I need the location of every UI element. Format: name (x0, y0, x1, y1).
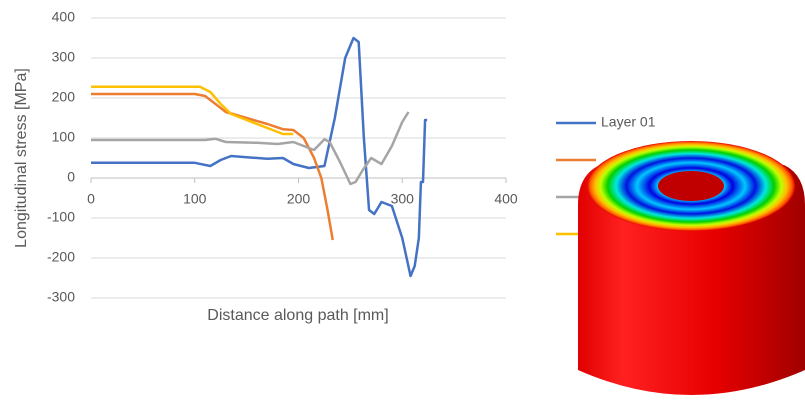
x-axis-label: Distance along path [mm] (207, 307, 388, 324)
y-axis-label: Longitudinal stress [MPa] (13, 68, 30, 248)
y-tick-label: -200 (47, 249, 75, 265)
y-tick-label: 0 (67, 169, 75, 185)
x-tick-label: 0 (87, 191, 95, 207)
y-tick-label: -100 (47, 209, 75, 225)
x-tick-label: 200 (287, 191, 311, 207)
cylinder-hole (658, 171, 724, 201)
series-line (91, 38, 427, 276)
x-tick-label: 100 (183, 191, 207, 207)
y-tick-label: 200 (52, 89, 76, 105)
y-tick-label: 100 (52, 129, 76, 145)
cylinder-render (578, 141, 805, 395)
series-line (91, 112, 408, 184)
plot-area: Distance along path [mm] Longitudinal st… (13, 9, 655, 325)
y-tick-label: -300 (47, 289, 75, 305)
legend-label: Layer 01 (601, 114, 656, 130)
chart: Distance along path [mm] Longitudinal st… (0, 0, 805, 413)
x-tick-label: 300 (391, 191, 415, 207)
y-tick-label: 400 (52, 9, 76, 25)
x-tick-label: 400 (494, 191, 518, 207)
y-tick-label: 300 (52, 49, 76, 65)
